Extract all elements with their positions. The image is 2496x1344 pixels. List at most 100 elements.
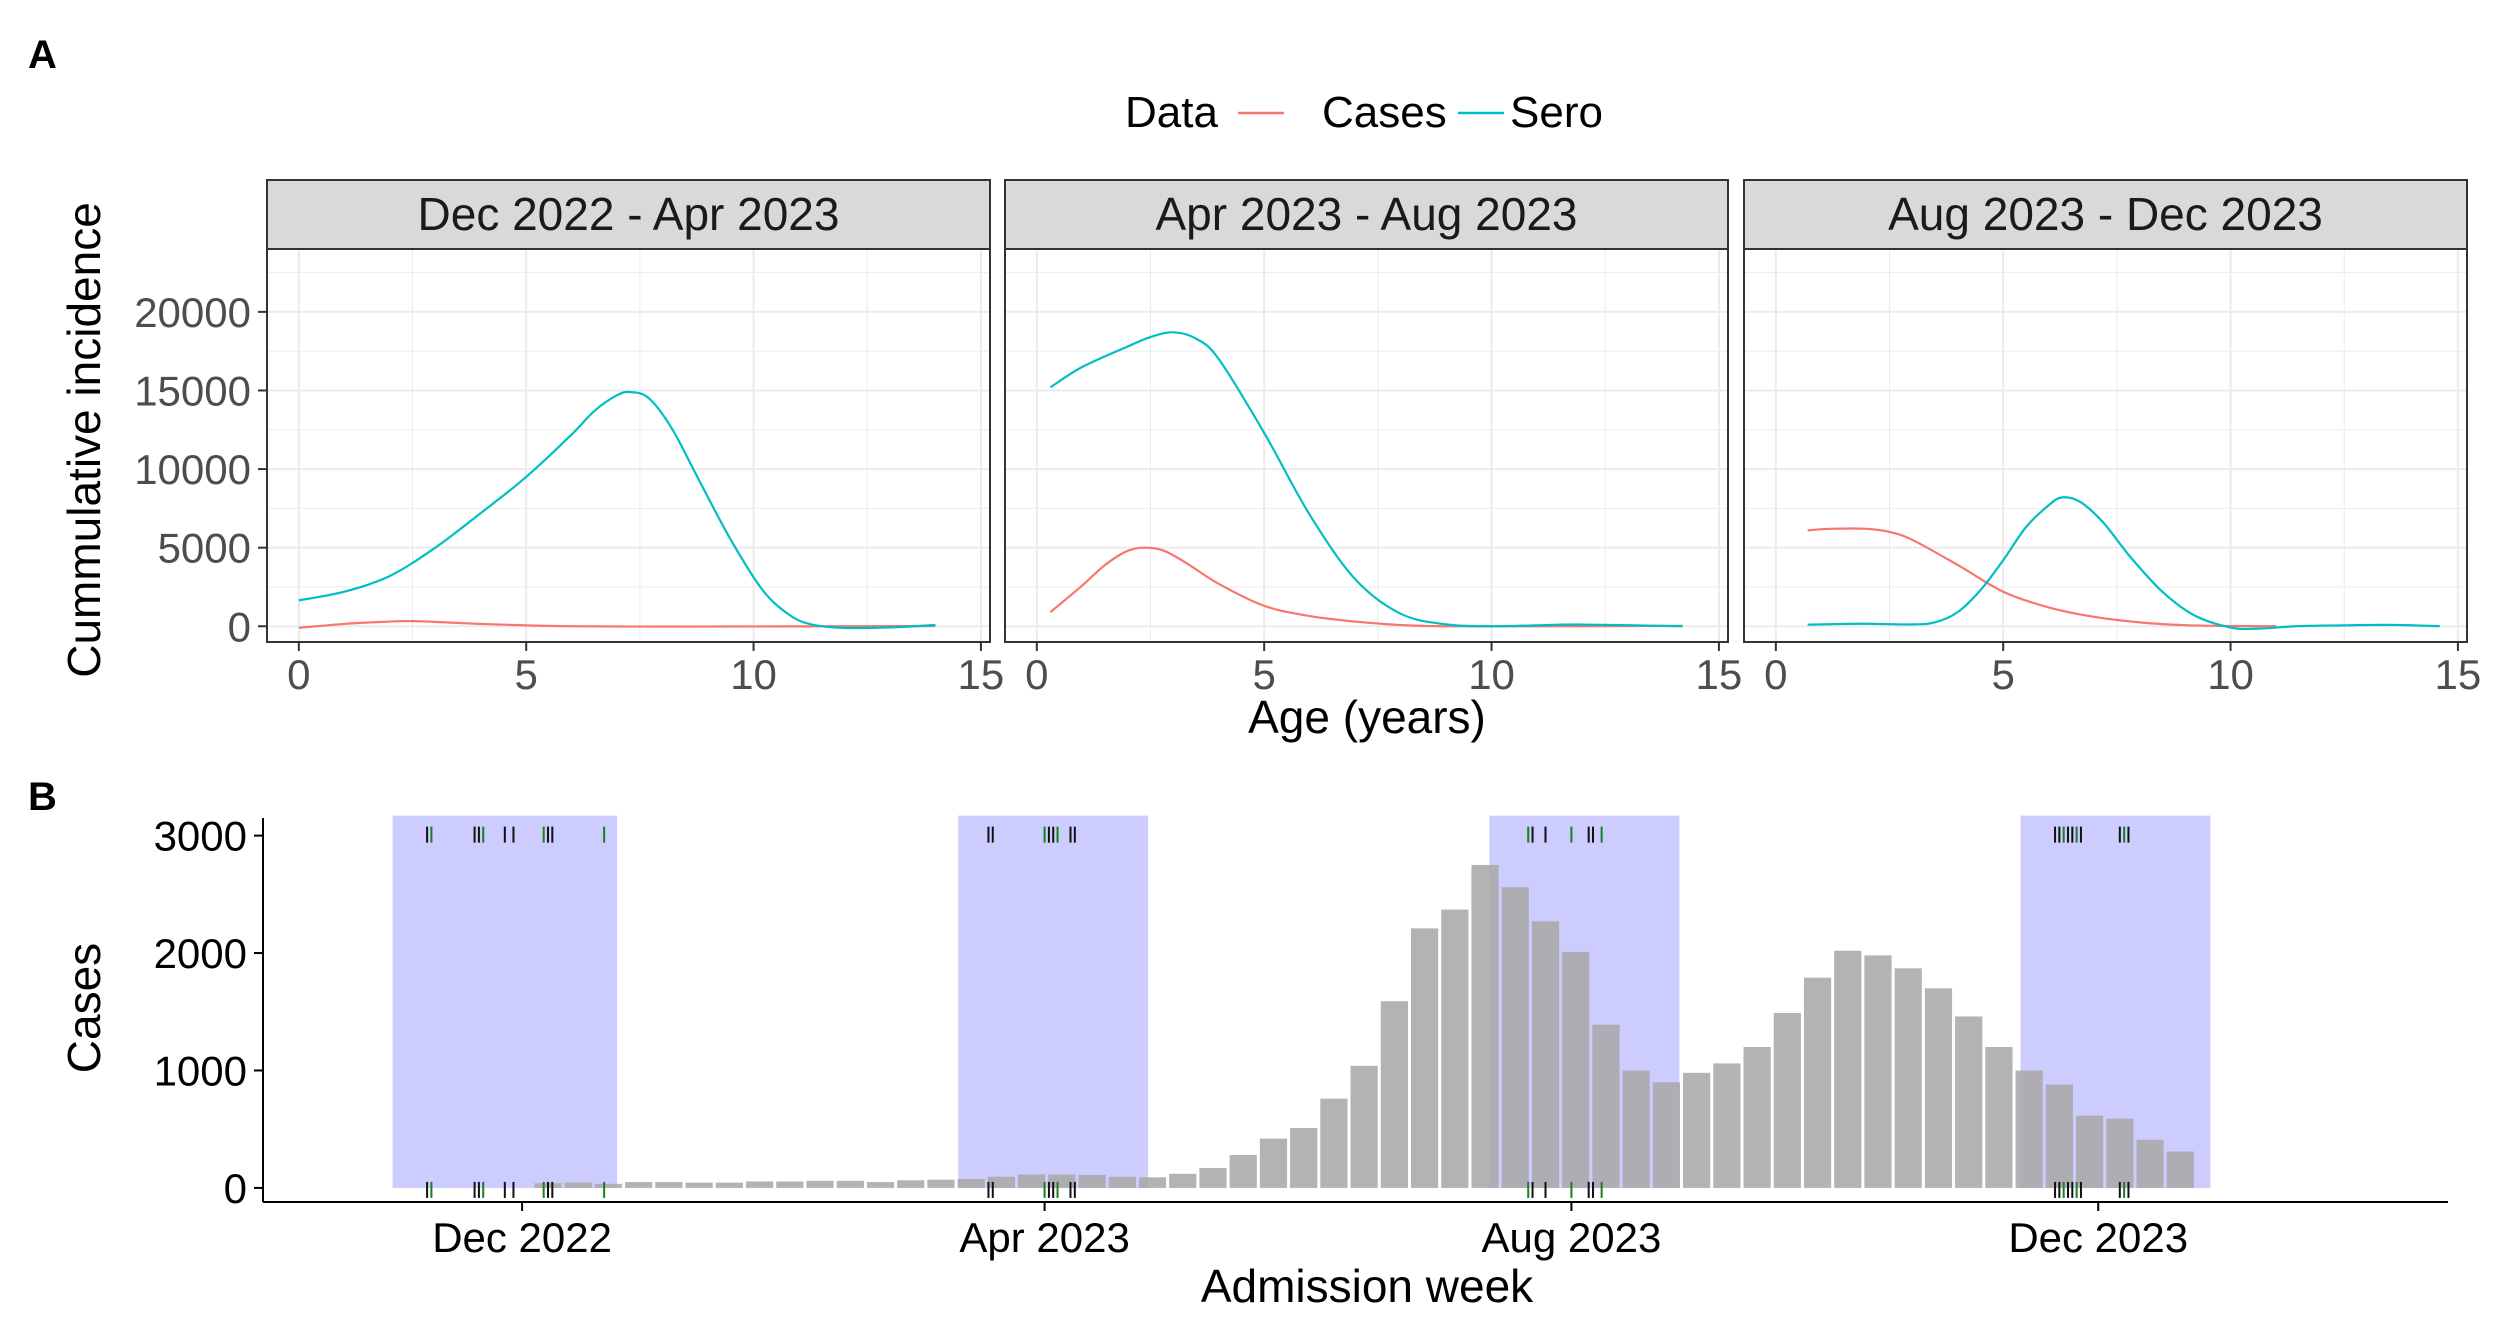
bar [866, 1182, 895, 1188]
x-tick-label: 5 [1992, 651, 2015, 698]
bar [1199, 1167, 1227, 1188]
bar [836, 1180, 864, 1188]
x-tick-label: 10 [2207, 651, 2254, 698]
bar [1683, 1072, 1711, 1188]
bar [1169, 1173, 1197, 1188]
bar [1713, 1063, 1741, 1188]
x-tick-label: 5 [1253, 651, 1276, 698]
bar [1441, 909, 1469, 1188]
bar [2015, 1070, 2043, 1188]
legend: Data Cases Sero [1125, 88, 1603, 137]
series-line-sero [1049, 331, 1683, 628]
facet-dec-2022-apr-2023: Dec 2022 - Apr 2023 0 5 10 15 0 5000 10000 15000… [134, 179, 1005, 698]
bar [2166, 1151, 2194, 1188]
bar [1380, 1001, 1408, 1188]
bar [1138, 1177, 1167, 1188]
bar [1078, 1174, 1106, 1188]
bar [685, 1182, 713, 1188]
bar [1108, 1176, 1136, 1188]
bar [1773, 1012, 1801, 1188]
panel-a-label: A [28, 33, 57, 77]
facet-strip [1743, 179, 2468, 250]
x-tick-label: Apr 2023 [959, 1214, 1129, 1261]
x-tick-label: 15 [1696, 651, 1743, 698]
bar [2136, 1139, 2164, 1188]
bar [1894, 968, 1922, 1188]
legend-label-cases: Cases [1322, 88, 1447, 137]
bar [1652, 1082, 1681, 1188]
y-tick-label: 3000 [154, 813, 247, 860]
bar [745, 1181, 774, 1188]
series-line-cases [1807, 527, 2277, 628]
bar [1743, 1046, 1771, 1188]
x-tick-label: 0 [1025, 651, 1048, 698]
x-tick-label: Dec 2023 [2008, 1214, 2188, 1261]
bar [1320, 1098, 1348, 1188]
bar [987, 1176, 1016, 1188]
x-tick-label: 0 [1764, 651, 1787, 698]
panel-border [1004, 248, 1729, 643]
bar [1955, 1016, 1983, 1188]
y-tick-label: 10000 [134, 446, 251, 493]
series-line-cases [298, 619, 936, 629]
bar [897, 1180, 925, 1188]
bar [1048, 1174, 1076, 1188]
x-axis-title: Age (years) [1248, 691, 1486, 743]
y-axis-title: Cases [58, 943, 110, 1073]
bar [2106, 1118, 2134, 1188]
bar [1410, 928, 1439, 1188]
bar [564, 1182, 592, 1188]
panel-b-bar-chart: 0 1000 2000 3000 Dec 2022 Apr 2023 Aug 2023 Dec… [58, 813, 2448, 1312]
bar [1350, 1065, 1378, 1188]
y-tick-label: 20000 [134, 289, 251, 336]
bar [1018, 1174, 1046, 1188]
bar [715, 1182, 743, 1188]
x-tick-label: 0 [287, 651, 310, 698]
facet-strip [1004, 179, 1729, 250]
x-tick-label: 15 [958, 651, 1005, 698]
panel-a-faceted-line-chart: Dec 2022 - Apr 2023 0 5 10 15 0 5000 10000 15000… [58, 179, 2482, 743]
bar [1592, 1024, 1620, 1188]
facet-title: Aug 2023 - Dec 2023 [1888, 188, 2323, 240]
y-tick-label: 1000 [154, 1047, 247, 1094]
bar [957, 1179, 985, 1188]
facet-title: Apr 2023 - Aug 2023 [1156, 188, 1578, 240]
facet-strip [266, 179, 991, 250]
bar [1471, 864, 1499, 1188]
x-tick-label: 10 [730, 651, 777, 698]
legend-label-sero: Sero [1510, 88, 1603, 137]
series-line-sero [298, 390, 936, 630]
y-axis-title: Cummulative incidence [58, 202, 110, 678]
x-tick-label: 5 [515, 651, 538, 698]
bar [625, 1182, 653, 1188]
bar [1531, 921, 1560, 1188]
panel-border [266, 248, 991, 643]
bar [1834, 950, 1862, 1188]
bar [806, 1180, 834, 1188]
bar [655, 1182, 683, 1188]
x-tick-label: 10 [1468, 651, 1515, 698]
x-tick-label: 15 [2435, 651, 2482, 698]
bar [1803, 977, 1832, 1188]
bar [1290, 1128, 1318, 1188]
bar [1864, 955, 1892, 1188]
bar [594, 1183, 623, 1188]
x-axis-title: Admission week [1201, 1260, 1534, 1312]
bar [776, 1181, 804, 1188]
y-tick-label: 5000 [158, 525, 251, 572]
panel-b-label: B [28, 775, 57, 819]
bar [1622, 1070, 1650, 1188]
bar [1501, 887, 1529, 1188]
y-tick-label: 15000 [134, 367, 251, 414]
bar [1229, 1155, 1257, 1188]
x-tick-label: Dec 2022 [432, 1214, 612, 1261]
y-tick-label: 0 [224, 1165, 247, 1212]
sampling-period-highlight [958, 815, 1149, 1188]
bar [2045, 1084, 2073, 1188]
sampling-period-highlight [392, 815, 618, 1188]
y-tick-label: 0 [228, 603, 251, 650]
bar [1924, 988, 1953, 1188]
facet-apr-2023-aug-2023: Apr 2023 - Aug 2023 0 5 10 15 [1004, 179, 1743, 698]
legend-title: Data [1125, 88, 1218, 137]
